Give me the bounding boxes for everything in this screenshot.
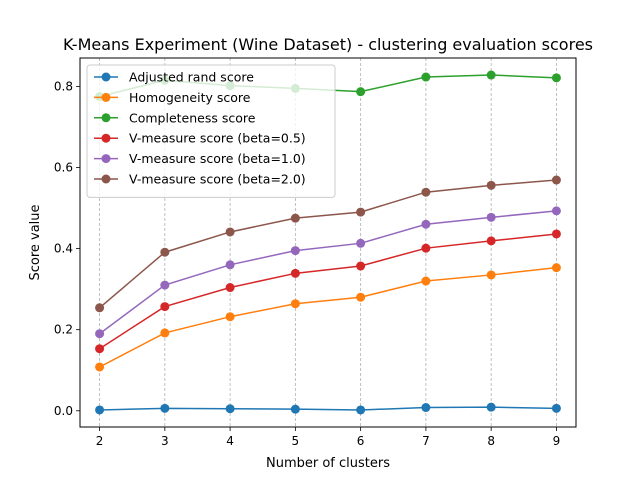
data-point bbox=[356, 238, 366, 248]
x-tick-label: 3 bbox=[161, 434, 169, 448]
legend-marker bbox=[101, 154, 111, 164]
data-point bbox=[486, 402, 496, 412]
data-point bbox=[486, 180, 496, 190]
x-tick-label: 2 bbox=[96, 434, 104, 448]
legend-label: Adjusted rand score bbox=[129, 70, 254, 85]
data-point bbox=[95, 344, 105, 354]
data-point bbox=[95, 329, 105, 339]
series-2 bbox=[95, 263, 561, 372]
series-line bbox=[99, 210, 557, 335]
series-5 bbox=[95, 206, 561, 339]
legend-item: Homogeneity score bbox=[94, 90, 251, 105]
data-point bbox=[421, 219, 431, 229]
x-tick-label: 7 bbox=[422, 434, 430, 448]
series-line bbox=[99, 179, 557, 309]
data-point bbox=[486, 212, 496, 222]
data-point bbox=[95, 405, 105, 415]
data-point bbox=[160, 403, 170, 413]
data-point bbox=[290, 299, 300, 309]
series-line bbox=[99, 406, 557, 411]
data-point bbox=[290, 213, 300, 223]
legend-label: V-measure score (beta=1.0) bbox=[129, 151, 306, 166]
y-tick-label: 0.2 bbox=[54, 323, 73, 337]
series-1 bbox=[95, 402, 561, 415]
data-point bbox=[160, 328, 170, 338]
data-point bbox=[551, 206, 561, 216]
legend: Adjusted rand score Homogeneity score Comp… bbox=[86, 64, 336, 198]
x-tick-label: 9 bbox=[553, 434, 561, 448]
data-point bbox=[290, 246, 300, 256]
x-tick-label: 6 bbox=[357, 434, 365, 448]
data-point bbox=[421, 187, 431, 197]
x-tick-label: 8 bbox=[487, 434, 495, 448]
data-point bbox=[356, 405, 366, 415]
legend-frame bbox=[86, 64, 336, 198]
data-point bbox=[551, 175, 561, 185]
legend-label: Completeness score bbox=[129, 110, 256, 125]
data-point bbox=[95, 303, 105, 313]
series-6 bbox=[95, 175, 561, 313]
data-point bbox=[225, 227, 235, 237]
legend-label: V-measure score (beta=0.5) bbox=[129, 131, 306, 146]
legend-item: V-measure score (beta=0.5) bbox=[94, 131, 306, 146]
data-point bbox=[225, 404, 235, 414]
legend-marker bbox=[101, 92, 111, 102]
legend-marker bbox=[101, 113, 111, 123]
data-point bbox=[421, 276, 431, 286]
data-point bbox=[290, 404, 300, 414]
data-point bbox=[225, 283, 235, 293]
y-axis-label: Score value bbox=[28, 204, 43, 280]
legend-item: Completeness score bbox=[94, 110, 256, 125]
legend-label: V-measure score (beta=2.0) bbox=[129, 172, 306, 187]
data-point bbox=[421, 243, 431, 253]
x-tick-label: 4 bbox=[226, 434, 234, 448]
data-point bbox=[356, 87, 366, 97]
data-point bbox=[356, 292, 366, 302]
legend-item: V-measure score (beta=2.0) bbox=[94, 172, 306, 187]
data-point bbox=[486, 236, 496, 246]
legend-marker bbox=[101, 72, 111, 82]
data-point bbox=[160, 302, 170, 312]
series-line bbox=[99, 266, 557, 368]
data-point bbox=[290, 268, 300, 278]
y-tick-label: 0.0 bbox=[54, 404, 73, 418]
data-point bbox=[551, 229, 561, 239]
y-axis-ticks: 0.0 0.2 0.4 0.6 0.8 bbox=[54, 79, 80, 418]
data-point bbox=[160, 247, 170, 257]
series-4 bbox=[95, 229, 561, 354]
chart-title: K-Means Experiment (Wine Dataset) - clus… bbox=[63, 35, 593, 54]
data-point bbox=[421, 403, 431, 413]
legend-marker bbox=[101, 133, 111, 143]
legend-item: V-measure score (beta=1.0) bbox=[94, 151, 306, 166]
legend-item: Adjusted rand score bbox=[94, 70, 254, 85]
series-line bbox=[99, 233, 557, 350]
data-point bbox=[356, 261, 366, 271]
data-point bbox=[551, 263, 561, 273]
x-axis-ticks: 2 3 4 5 6 7 8 9 bbox=[96, 427, 560, 448]
data-point bbox=[160, 280, 170, 290]
legend-label: Homogeneity score bbox=[129, 90, 251, 105]
plot-area-frame bbox=[79, 57, 577, 428]
data-point bbox=[225, 260, 235, 270]
y-tick-label: 0.8 bbox=[54, 79, 73, 93]
data-point bbox=[421, 72, 431, 82]
data-point bbox=[486, 270, 496, 280]
y-tick-label: 0.4 bbox=[54, 242, 73, 256]
x-tick-label: 5 bbox=[292, 434, 300, 448]
x-axis-label: Number of clusters bbox=[266, 456, 390, 471]
data-point bbox=[95, 362, 105, 372]
data-point bbox=[551, 403, 561, 413]
data-point bbox=[356, 207, 366, 217]
data-point bbox=[225, 312, 235, 322]
legend-marker bbox=[101, 174, 111, 184]
data-point bbox=[551, 73, 561, 83]
data-point bbox=[486, 70, 496, 80]
y-tick-label: 0.6 bbox=[54, 160, 73, 174]
